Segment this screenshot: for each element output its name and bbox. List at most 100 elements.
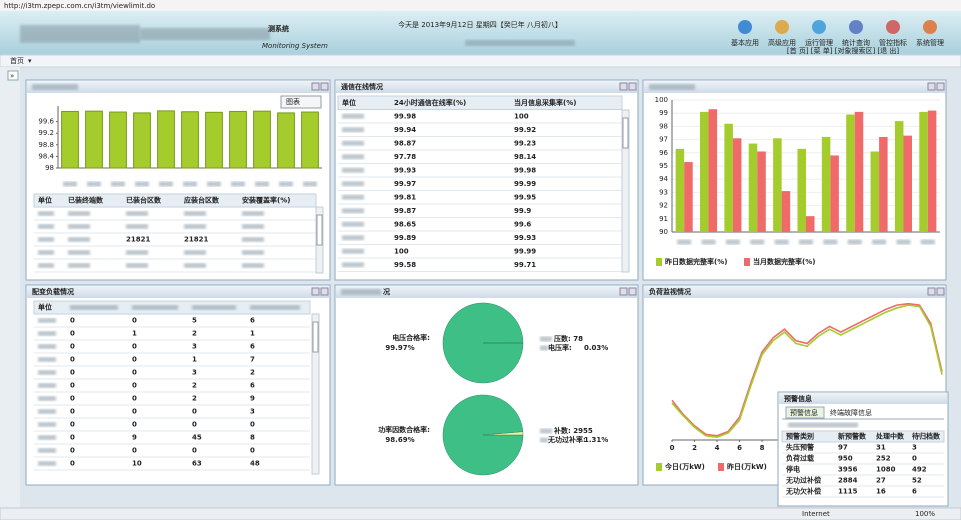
window-button[interactable] bbox=[320, 287, 329, 296]
panel-header bbox=[27, 286, 329, 298]
chart-button-label[interactable]: 图表 bbox=[286, 97, 300, 106]
redacted bbox=[132, 305, 178, 310]
expand-button[interactable] bbox=[7, 70, 19, 81]
table-cell: 0 bbox=[70, 382, 75, 390]
redacted bbox=[38, 409, 56, 414]
panel-header bbox=[27, 81, 329, 93]
app-label[interactable]: 基本应用 bbox=[731, 38, 759, 47]
window-button[interactable] bbox=[619, 287, 628, 296]
table-cell: 99.6 bbox=[514, 220, 531, 228]
table-cell: 492 bbox=[912, 466, 927, 474]
window-button[interactable] bbox=[311, 82, 320, 91]
tab-label[interactable]: 终端故障信息 bbox=[830, 408, 872, 417]
tab[interactable] bbox=[785, 406, 825, 419]
expand-icon: » bbox=[10, 72, 14, 80]
window-button[interactable] bbox=[311, 287, 320, 296]
pie-label: 无功过补率: bbox=[547, 435, 586, 444]
table-cell: 21821 bbox=[126, 236, 150, 244]
app-label[interactable]: 系统管理 bbox=[916, 38, 944, 47]
redacted bbox=[183, 181, 197, 187]
scroll-thumb[interactable] bbox=[312, 321, 319, 353]
table-cell: 99.98 bbox=[514, 166, 536, 174]
app-icon[interactable] bbox=[923, 20, 937, 34]
bar bbox=[301, 111, 319, 169]
scroll-thumb[interactable] bbox=[316, 214, 323, 246]
redacted bbox=[140, 28, 270, 40]
app-label[interactable]: 运行管理 bbox=[805, 38, 833, 47]
panel-title: 况 bbox=[383, 287, 390, 296]
bar bbox=[879, 136, 888, 232]
table-cell: 99.81 bbox=[394, 193, 416, 201]
table-cell: 6 bbox=[912, 488, 917, 496]
bar bbox=[109, 111, 127, 169]
tab-label[interactable]: 预警信息 bbox=[790, 408, 818, 417]
app-icon[interactable] bbox=[849, 20, 863, 34]
window-button[interactable] bbox=[628, 287, 637, 296]
zoom[interactable]: 100% bbox=[915, 510, 935, 518]
redacted bbox=[342, 208, 364, 214]
pie-label: 电压合格率: bbox=[392, 333, 430, 342]
y-tick-label: 98 bbox=[45, 164, 54, 172]
window-button[interactable] bbox=[927, 82, 936, 91]
bar bbox=[85, 110, 103, 169]
popup-title: 预警信息 bbox=[784, 394, 812, 403]
header-links[interactable]: [首 页] [菜 单] [对象搜索区] [退 出] bbox=[787, 46, 899, 55]
redacted bbox=[38, 461, 56, 466]
window-button[interactable] bbox=[927, 287, 936, 296]
panel bbox=[334, 79, 639, 281]
redacted bbox=[126, 263, 148, 268]
column-header: 安装覆盖率(%) bbox=[242, 196, 290, 205]
panel-title: 配变负载情况 bbox=[32, 287, 74, 296]
table-cell: 98.14 bbox=[514, 153, 536, 161]
app-label[interactable]: 高级应用 bbox=[768, 38, 796, 47]
table-cell: 9 bbox=[250, 395, 255, 403]
app-label[interactable]: 统计查询 bbox=[842, 38, 870, 47]
window-button[interactable] bbox=[936, 82, 945, 91]
table-cell: 0 bbox=[70, 356, 75, 364]
window-button[interactable] bbox=[936, 287, 945, 296]
table-cell: 0 bbox=[70, 447, 75, 455]
y-tick-label: 98.8 bbox=[38, 141, 54, 149]
pie-count: 补数: 2955 bbox=[553, 426, 593, 435]
redacted bbox=[68, 224, 90, 229]
redacted bbox=[242, 237, 264, 242]
window-button[interactable] bbox=[628, 82, 637, 91]
window-button[interactable] bbox=[619, 82, 628, 91]
redacted bbox=[135, 181, 149, 187]
table-cell: 21821 bbox=[184, 236, 208, 244]
column-header: 处理中数 bbox=[875, 432, 905, 441]
scrollbar[interactable] bbox=[621, 109, 630, 273]
app-icon[interactable] bbox=[886, 20, 900, 34]
table-cell: 1 bbox=[250, 330, 255, 338]
redacted bbox=[184, 211, 206, 216]
nav-home[interactable]: 首页 bbox=[10, 56, 24, 65]
scrollbar[interactable] bbox=[311, 313, 320, 475]
y-tick-label: 96 bbox=[659, 149, 668, 157]
column-header: 预警类别 bbox=[786, 432, 814, 441]
redacted bbox=[126, 224, 148, 229]
window-button[interactable] bbox=[320, 82, 329, 91]
scroll-thumb[interactable] bbox=[622, 117, 629, 149]
chart-button[interactable] bbox=[280, 95, 322, 109]
bar bbox=[757, 151, 766, 232]
app-label[interactable]: 管控指标 bbox=[879, 38, 907, 47]
app-icon[interactable] bbox=[775, 20, 789, 34]
panel-header bbox=[644, 81, 945, 93]
address-bar[interactable] bbox=[0, 0, 961, 11]
y-tick-label: 93 bbox=[659, 188, 668, 196]
bar bbox=[903, 135, 912, 232]
redacted bbox=[207, 181, 221, 187]
table-cell: 31 bbox=[876, 444, 886, 452]
bar bbox=[846, 114, 855, 232]
app-icon[interactable] bbox=[812, 20, 826, 34]
bar bbox=[821, 136, 831, 232]
app-icon[interactable] bbox=[738, 20, 752, 34]
table-cell: 0 bbox=[132, 421, 137, 429]
redacted bbox=[38, 448, 56, 453]
table-cell: 97.78 bbox=[394, 153, 416, 161]
table-cell: 100 bbox=[394, 247, 409, 255]
url[interactable]: http://i3tm.zpepc.com.cn/i3tm/viewlimit.… bbox=[4, 2, 155, 10]
y-tick-label: 98 bbox=[659, 122, 668, 130]
table-cell: 63 bbox=[192, 460, 202, 468]
date: 今天是 2013年9月12日 星期四【癸巳年 八月初八】 bbox=[398, 20, 562, 29]
